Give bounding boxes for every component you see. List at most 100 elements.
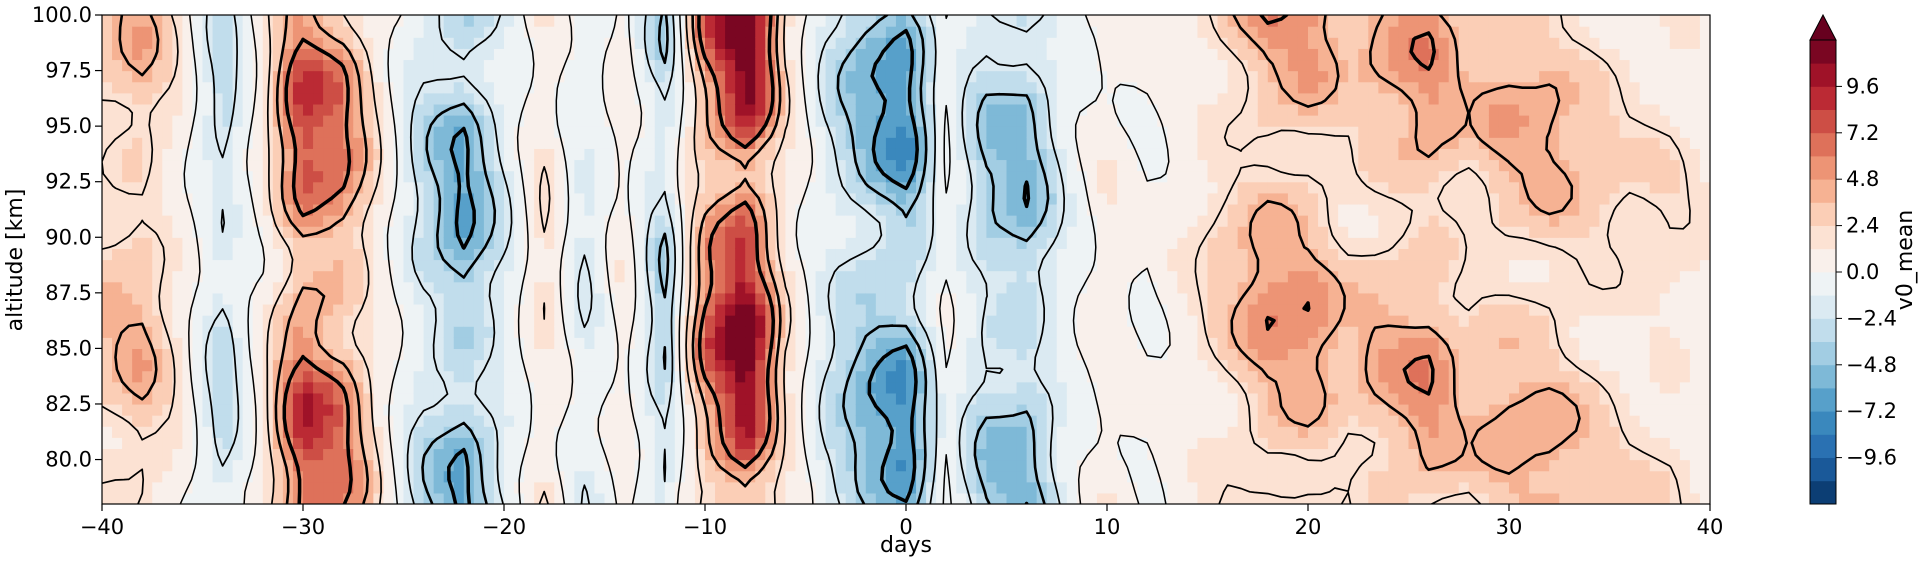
heatmap-cell	[132, 70, 143, 83]
heatmap-cell	[584, 192, 596, 205]
heatmap-cell	[865, 37, 877, 49]
heatmap-cell	[654, 403, 666, 416]
heatmap-cell	[795, 215, 807, 227]
heatmap-cell	[1197, 403, 1209, 416]
heatmap-cell	[152, 426, 163, 438]
heatmap-cell	[162, 170, 173, 183]
heatmap-cell	[172, 292, 183, 305]
heatmap-cell	[303, 470, 314, 483]
heatmap-cell	[1127, 226, 1138, 238]
heatmap-cell	[865, 59, 877, 72]
heatmap-cell	[1096, 392, 1108, 405]
heatmap-cell	[162, 359, 173, 372]
heatmap-cell	[493, 459, 505, 472]
heatmap-cell	[1036, 37, 1048, 49]
heatmap-cell	[1237, 281, 1249, 294]
heatmap-cell	[825, 48, 837, 61]
heatmap-cell	[1066, 370, 1078, 383]
heatmap-cell	[956, 159, 967, 172]
heatmap-cell	[182, 270, 194, 283]
heatmap-cell	[272, 281, 284, 294]
heatmap-cell	[232, 337, 244, 350]
heatmap-cell	[584, 303, 596, 316]
heatmap-cell	[755, 170, 766, 183]
heatmap-cell	[614, 492, 626, 504]
heatmap-cell	[1177, 448, 1188, 461]
heatmap-cell	[815, 15, 827, 27]
heatmap-cell	[1127, 359, 1138, 372]
heatmap-cell	[865, 103, 877, 116]
heatmap-cell	[976, 81, 987, 94]
heatmap-cell	[423, 215, 435, 227]
heatmap-cell	[132, 126, 143, 138]
heatmap-cell	[514, 92, 525, 105]
heatmap-cell	[1076, 215, 1088, 227]
heatmap-cell	[1197, 370, 1209, 383]
heatmap-cell	[664, 459, 676, 472]
heatmap-cell	[453, 370, 465, 383]
heatmap-cell	[272, 415, 284, 427]
heatmap-cell	[504, 315, 515, 327]
heatmap-cell	[1187, 403, 1199, 416]
heatmap-cell	[182, 459, 194, 472]
heatmap-cell	[353, 448, 364, 461]
heatmap-cell	[1056, 437, 1068, 450]
heatmap-cell	[514, 81, 525, 94]
heatmap-cell	[1187, 303, 1199, 316]
heatmap-cell	[282, 359, 294, 372]
heatmap-cell	[634, 226, 646, 238]
heatmap-cell	[564, 26, 575, 38]
heatmap-cell	[202, 470, 214, 483]
heatmap-cell	[292, 370, 304, 383]
heatmap-cell	[1117, 181, 1128, 194]
heatmap-cell	[705, 26, 716, 38]
heatmap-cell	[212, 459, 224, 472]
heatmap-cell	[916, 315, 927, 327]
heatmap-cell	[845, 248, 857, 261]
heatmap-cell	[483, 481, 495, 494]
heatmap-cell	[624, 226, 636, 238]
heatmap-cell	[885, 381, 897, 394]
heatmap-cell	[443, 403, 455, 416]
heatmap-cell	[323, 15, 334, 27]
heatmap-cell	[875, 92, 887, 105]
heatmap-cell	[1167, 403, 1178, 416]
heatmap-cell	[956, 303, 967, 316]
heatmap-cell	[735, 292, 746, 305]
heatmap-cell	[966, 159, 977, 172]
heatmap-cell	[554, 59, 565, 72]
heatmap-cell	[956, 426, 967, 438]
heatmap-cell	[122, 226, 133, 238]
heatmap-cell	[1046, 126, 1058, 138]
heatmap-cell	[423, 259, 435, 272]
heatmap-cell	[1227, 459, 1239, 472]
heatmap-cell	[333, 259, 344, 272]
heatmap-cell	[232, 15, 244, 27]
heatmap-cell	[1016, 437, 1028, 450]
heatmap-cell	[353, 103, 364, 116]
heatmap-cell	[393, 448, 405, 461]
heatmap-cell	[966, 448, 977, 461]
heatmap-cell	[745, 348, 756, 361]
heatmap-cell	[1127, 392, 1138, 405]
heatmap-cell	[715, 81, 726, 94]
heatmap-cell	[624, 59, 636, 72]
heatmap-cell	[684, 492, 696, 504]
heatmap-cell	[313, 281, 324, 294]
heatmap-cell	[363, 148, 374, 161]
heatmap-cell	[996, 437, 1008, 450]
heatmap-cell	[524, 392, 535, 405]
heatmap-cell	[916, 303, 927, 316]
heatmap-cell	[906, 126, 917, 138]
heatmap-cell	[112, 170, 123, 183]
heatmap-cell	[483, 459, 495, 472]
heatmap-cell	[453, 470, 465, 483]
heatmap-cell	[1127, 292, 1138, 305]
heatmap-cell	[815, 81, 827, 94]
heatmap-cell	[242, 292, 254, 305]
heatmap-cell	[182, 326, 194, 338]
heatmap-cell	[705, 337, 716, 350]
heatmap-cell	[684, 159, 696, 172]
heatmap-cell	[393, 59, 405, 72]
heatmap-cell	[242, 81, 254, 94]
